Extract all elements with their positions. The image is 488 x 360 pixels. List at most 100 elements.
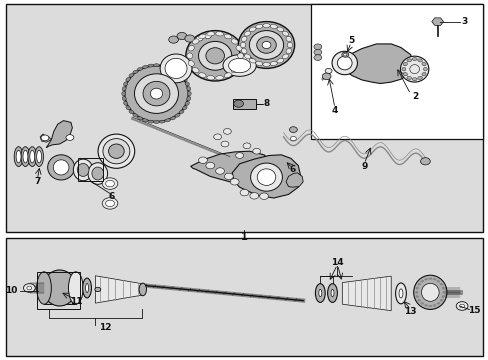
Circle shape [204, 33, 211, 39]
Ellipse shape [185, 101, 189, 105]
Ellipse shape [187, 91, 191, 96]
Ellipse shape [237, 53, 243, 59]
Circle shape [259, 193, 268, 199]
Ellipse shape [137, 117, 142, 120]
Circle shape [459, 304, 464, 308]
Ellipse shape [186, 86, 190, 91]
Ellipse shape [403, 62, 407, 66]
Ellipse shape [129, 73, 134, 77]
Ellipse shape [82, 278, 91, 298]
Ellipse shape [123, 82, 127, 86]
Ellipse shape [439, 283, 442, 285]
Ellipse shape [256, 37, 276, 53]
Ellipse shape [276, 27, 283, 32]
Circle shape [221, 141, 228, 147]
Ellipse shape [179, 110, 183, 114]
Circle shape [313, 49, 321, 55]
Ellipse shape [330, 289, 333, 297]
Circle shape [243, 143, 250, 149]
Text: 7: 7 [34, 177, 41, 186]
Ellipse shape [406, 76, 411, 80]
Ellipse shape [417, 299, 420, 302]
Ellipse shape [170, 117, 175, 120]
Ellipse shape [439, 299, 442, 302]
Ellipse shape [142, 119, 148, 122]
Polygon shape [232, 155, 300, 198]
Circle shape [233, 100, 243, 107]
Ellipse shape [244, 54, 250, 59]
Text: 1: 1 [241, 232, 247, 242]
Ellipse shape [282, 31, 288, 36]
Bar [6, 4, 482, 232]
Ellipse shape [420, 280, 423, 283]
Ellipse shape [228, 58, 250, 73]
Text: 10: 10 [4, 286, 17, 295]
Ellipse shape [341, 52, 348, 57]
Circle shape [313, 44, 321, 50]
Ellipse shape [411, 58, 416, 60]
Text: 3: 3 [461, 17, 467, 26]
Ellipse shape [238, 22, 294, 68]
Ellipse shape [185, 82, 189, 86]
Ellipse shape [105, 180, 114, 187]
Ellipse shape [205, 48, 224, 64]
Bar [6, 238, 482, 356]
Text: 13: 13 [404, 307, 416, 316]
Ellipse shape [327, 284, 337, 302]
Circle shape [313, 55, 321, 60]
Ellipse shape [343, 54, 346, 56]
Ellipse shape [241, 48, 246, 54]
Ellipse shape [423, 67, 427, 71]
Ellipse shape [198, 41, 231, 70]
Text: 8: 8 [264, 99, 269, 108]
Ellipse shape [198, 34, 206, 39]
Ellipse shape [164, 119, 170, 122]
Ellipse shape [43, 270, 76, 306]
Circle shape [198, 157, 207, 163]
Ellipse shape [192, 68, 199, 73]
Ellipse shape [125, 106, 130, 110]
Ellipse shape [185, 31, 244, 81]
Ellipse shape [231, 68, 238, 73]
Ellipse shape [37, 272, 51, 304]
Ellipse shape [427, 305, 431, 307]
Ellipse shape [421, 62, 425, 66]
Ellipse shape [257, 169, 275, 185]
Ellipse shape [175, 70, 180, 73]
Ellipse shape [159, 120, 165, 123]
Ellipse shape [188, 45, 194, 51]
Circle shape [420, 158, 429, 165]
Ellipse shape [414, 291, 417, 294]
Ellipse shape [170, 67, 175, 71]
Circle shape [205, 162, 214, 169]
Circle shape [322, 73, 330, 80]
Ellipse shape [123, 101, 127, 105]
Ellipse shape [421, 283, 438, 301]
Ellipse shape [139, 283, 146, 296]
Ellipse shape [48, 155, 74, 180]
Ellipse shape [325, 68, 331, 73]
Ellipse shape [231, 39, 238, 44]
Ellipse shape [102, 139, 129, 164]
Ellipse shape [417, 76, 422, 80]
Ellipse shape [98, 134, 134, 168]
Ellipse shape [102, 178, 118, 189]
Ellipse shape [37, 150, 41, 163]
Ellipse shape [406, 59, 411, 62]
Ellipse shape [179, 73, 183, 77]
Ellipse shape [147, 120, 153, 123]
Ellipse shape [182, 106, 187, 110]
Ellipse shape [276, 58, 283, 63]
Circle shape [215, 168, 224, 174]
Ellipse shape [122, 96, 126, 101]
Ellipse shape [73, 159, 93, 181]
Ellipse shape [133, 70, 138, 73]
Ellipse shape [241, 36, 246, 42]
Ellipse shape [206, 76, 214, 80]
Ellipse shape [153, 121, 159, 123]
Ellipse shape [215, 32, 223, 36]
Ellipse shape [159, 64, 165, 67]
Ellipse shape [105, 200, 114, 207]
Ellipse shape [153, 64, 159, 67]
Text: 6: 6 [289, 165, 295, 174]
